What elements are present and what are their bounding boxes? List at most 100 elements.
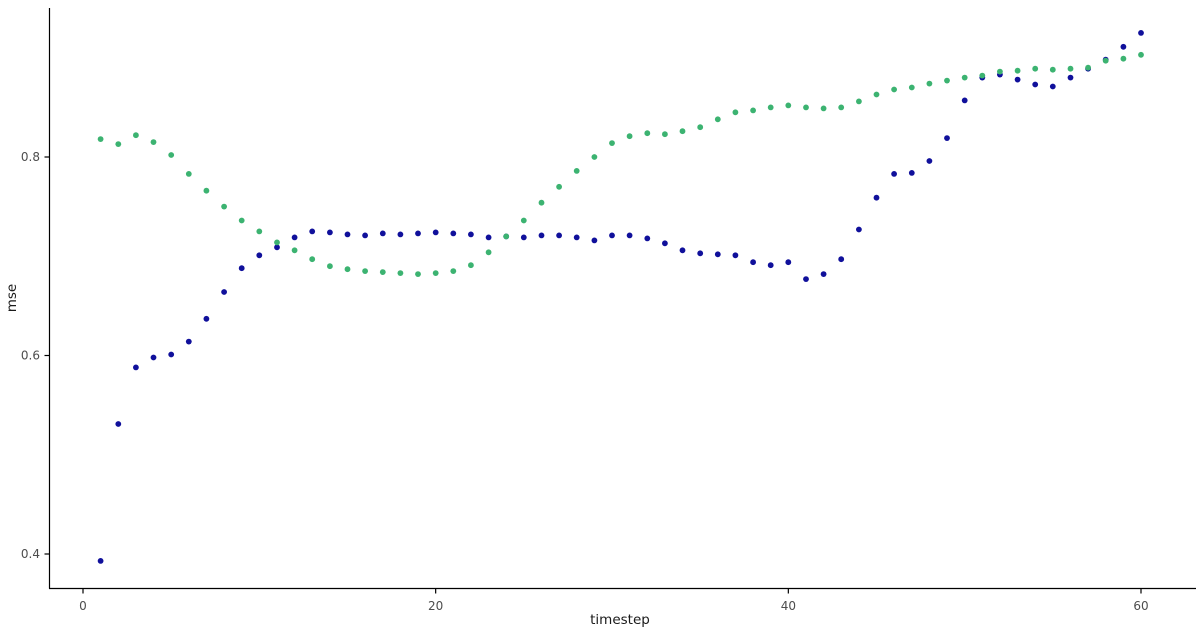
data-point xyxy=(309,256,316,263)
data-point xyxy=(362,232,368,239)
data-point xyxy=(785,102,792,109)
y-axis: 0.4 0.6 0.8 mse xyxy=(4,8,51,589)
data-point xyxy=(873,91,880,98)
data-point xyxy=(1049,66,1056,73)
data-point xyxy=(891,171,897,177)
y-tick-group: 0.4 0.6 0.8 xyxy=(21,150,50,561)
x-axis: 0 20 40 60 timestep xyxy=(49,587,1196,628)
data-point xyxy=(309,228,316,235)
data-point xyxy=(150,354,157,361)
data-point xyxy=(185,338,192,345)
data-point xyxy=(344,231,351,238)
data-point xyxy=(697,124,704,131)
data-point xyxy=(485,234,492,241)
data-point xyxy=(221,289,228,295)
data-point xyxy=(450,230,457,237)
y-tick-label: 0.8 xyxy=(21,150,40,164)
data-point xyxy=(379,230,386,237)
data-point xyxy=(626,232,633,239)
data-point xyxy=(291,247,298,254)
data-point xyxy=(327,229,333,236)
data-point xyxy=(1120,55,1127,62)
data-point xyxy=(609,140,615,147)
data-point xyxy=(626,133,633,140)
data-point xyxy=(168,351,175,358)
data-point xyxy=(468,262,474,269)
data-point xyxy=(803,276,809,282)
data-point xyxy=(944,135,950,142)
data-point xyxy=(397,270,404,276)
data-point xyxy=(750,259,756,266)
data-point xyxy=(538,232,545,239)
data-point xyxy=(1049,83,1056,90)
data-point xyxy=(485,249,492,256)
data-point xyxy=(697,250,704,257)
data-point xyxy=(679,128,686,135)
data-point xyxy=(115,141,122,148)
data-point xyxy=(873,194,880,201)
data-point xyxy=(97,136,104,143)
data-point xyxy=(662,240,668,247)
data-point xyxy=(856,226,862,233)
data-point xyxy=(961,97,968,104)
data-point xyxy=(520,234,527,241)
y-axis-title: mse xyxy=(4,284,20,313)
data-point xyxy=(838,104,845,111)
data-point xyxy=(961,74,968,81)
data-point xyxy=(503,233,510,240)
data-point xyxy=(926,80,933,87)
data-point xyxy=(926,158,933,164)
data-point xyxy=(256,228,263,235)
data-point xyxy=(415,230,421,237)
x-tick-group: 0 20 40 60 xyxy=(79,588,1149,613)
data-point xyxy=(644,235,651,242)
data-point xyxy=(379,269,386,275)
data-point xyxy=(979,72,986,79)
x-tick-label: 40 xyxy=(781,599,796,613)
data-point xyxy=(591,237,598,244)
data-point xyxy=(556,232,562,239)
data-point xyxy=(185,171,192,177)
data-point xyxy=(274,239,280,246)
navy-series xyxy=(97,30,1144,564)
data-point xyxy=(1014,76,1021,83)
data-point xyxy=(908,84,915,91)
data-point xyxy=(432,270,439,276)
data-point xyxy=(856,98,862,105)
data-point xyxy=(327,263,333,270)
data-point xyxy=(556,183,562,190)
x-tick-label: 0 xyxy=(79,599,87,613)
data-point xyxy=(820,271,827,277)
data-point xyxy=(679,247,686,254)
data-point xyxy=(274,244,280,251)
data-point xyxy=(820,105,827,112)
data-point xyxy=(203,187,210,194)
data-point xyxy=(520,217,527,224)
data-point xyxy=(732,109,739,116)
data-point xyxy=(767,104,774,111)
data-point xyxy=(150,139,157,146)
scatter-points xyxy=(97,30,1144,564)
data-point xyxy=(238,265,245,272)
data-point xyxy=(767,262,774,269)
data-point xyxy=(256,252,263,259)
data-point xyxy=(573,234,580,241)
data-point xyxy=(362,268,368,274)
data-point xyxy=(891,86,897,93)
x-tick-label: 60 xyxy=(1133,599,1148,613)
data-point xyxy=(203,315,210,322)
data-point xyxy=(221,203,228,210)
data-point xyxy=(1138,30,1144,36)
data-point xyxy=(944,77,950,84)
data-point xyxy=(397,231,404,238)
green-series xyxy=(97,51,1144,277)
data-point xyxy=(1138,51,1144,58)
data-point xyxy=(714,251,721,258)
data-point xyxy=(1067,65,1074,72)
data-point xyxy=(344,266,351,273)
data-point xyxy=(133,132,139,139)
data-point xyxy=(468,231,474,238)
data-point xyxy=(450,268,457,274)
